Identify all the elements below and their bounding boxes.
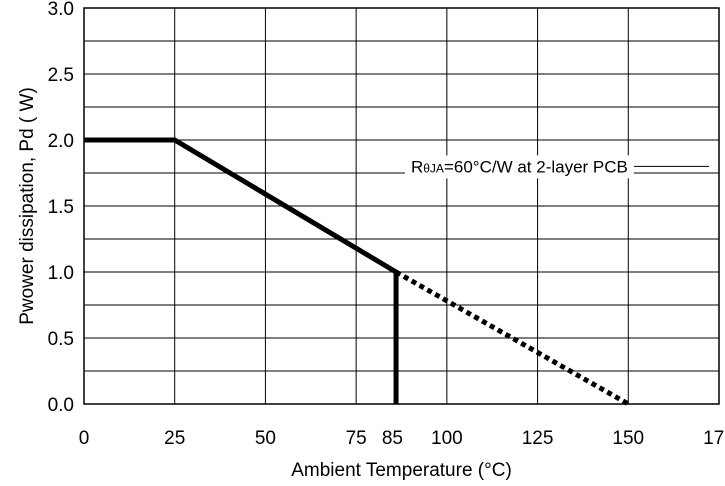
- x-tick-label: 85: [382, 428, 403, 449]
- data-series: [84, 137, 630, 407]
- y-axis-label: Pwower dissipation, Pd ( W): [17, 87, 38, 325]
- x-tick-label: 50: [255, 428, 276, 449]
- x-tick-label: 75: [346, 428, 367, 449]
- y-tick-label: 2.0: [48, 131, 74, 152]
- x-tick-label: 175: [703, 428, 725, 449]
- x-tick-label: 100: [431, 428, 463, 449]
- tick-labels: 0 25 50 75 85 100 125 150 175 0.0 0.5 1.0 1.5 2.0 2.5 3…: [48, 0, 725, 449]
- x-tick-label: 125: [522, 428, 554, 449]
- y-tick-label: 0.0: [48, 395, 74, 416]
- plot-frame: [83, 7, 720, 405]
- annotation-group: RθJA=60°C/W at 2-layer PCB: [404, 155, 709, 179]
- series-line-solid: [84, 137, 399, 404]
- x-axis-label: Ambient Temperature (°C): [291, 460, 512, 481]
- x-tick-label: 0: [79, 428, 90, 449]
- annotation-symbol: θ: [423, 161, 430, 175]
- y-tick-label: 1.0: [48, 263, 74, 284]
- y-tick-label: 2.5: [48, 65, 74, 86]
- y-tick-label: 1.5: [48, 197, 74, 218]
- x-tick-label: 25: [164, 428, 185, 449]
- annotation-text: RθJA=60°C/W at 2-layer PCB: [411, 157, 628, 176]
- annotation-background: [404, 155, 634, 179]
- annotation-subscript: JA: [430, 161, 444, 175]
- x-tick-label: 150: [612, 428, 644, 449]
- annotation-suffix: =60°C/W at 2-layer PCB: [444, 157, 628, 176]
- y-tick-label: 0.5: [48, 329, 74, 350]
- y-tick-label: 3.0: [48, 0, 74, 20]
- annotation-prefix: R: [411, 157, 423, 176]
